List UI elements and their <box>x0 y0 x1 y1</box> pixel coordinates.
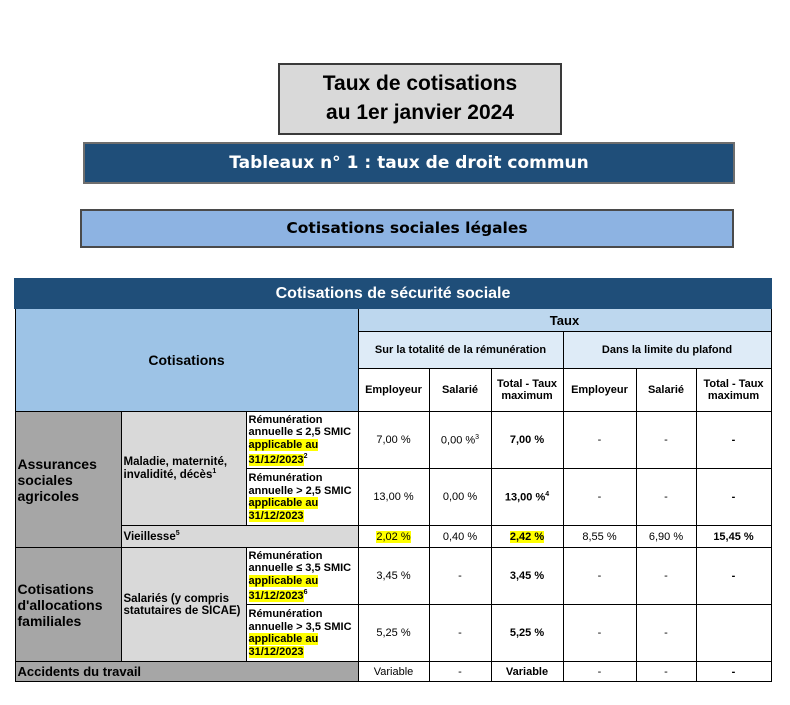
rate <box>695 604 772 662</box>
rate: 0,00 % <box>428 468 492 526</box>
rate: 0,00 %3 <box>428 411 492 469</box>
condition-text: Rémunération annuelle ≤ 3,5 SMIC <box>248 549 352 575</box>
title-box: Taux de cotisations au 1er janvier 2024 <box>278 63 562 135</box>
header-cell: Dans la limite du plafond <box>562 331 772 369</box>
table-title: Cotisations de sécurité sociale <box>14 278 772 309</box>
rate: - <box>635 468 697 526</box>
rate-text: 2,02 % <box>376 530 411 543</box>
rate: - <box>562 547 637 605</box>
rate: 6,90 % <box>635 525 697 548</box>
subgroup-label: Salariés (y compris statutaires de SICAE… <box>120 547 247 662</box>
footnote: 1 <box>212 468 217 476</box>
rate: 3,45 % <box>357 547 430 605</box>
row-label: Vieillesse5 <box>120 525 359 548</box>
rate-text: 13,00 % <box>504 491 546 504</box>
rate: - <box>695 661 772 682</box>
header-cell: Taux <box>357 307 772 332</box>
rate: 5,25 % <box>490 604 564 662</box>
rate: 7,00 % <box>490 411 564 469</box>
header-cell: Cotisations <box>14 307 359 412</box>
rate: - <box>428 547 492 605</box>
rate: - <box>428 661 492 682</box>
highlight: applicable au 31/12/2023 <box>248 633 319 658</box>
rate: - <box>635 547 697 605</box>
rate: - <box>635 604 697 662</box>
condition-text: Rémunération annuelle ≤ 2,5 SMIC <box>248 413 352 439</box>
footnote: 5 <box>175 530 180 538</box>
rate: 7,00 % <box>357 411 430 469</box>
header-cell: Employeur <box>562 368 637 412</box>
rate: - <box>695 547 772 605</box>
subgroup-label: Maladie, maternité, invalidité, décès1 <box>120 411 247 526</box>
footnote: 4 <box>545 490 550 498</box>
rate: - <box>695 468 772 526</box>
group-label: Cotisations d'allocations familiales <box>14 547 122 662</box>
rate: 2,02 % <box>357 525 430 548</box>
header-cell: Total - Taux maximum <box>490 368 564 412</box>
header-cell: Total - Taux maximum <box>695 368 772 412</box>
header-cell: Salarié <box>635 368 697 412</box>
rate: 3,45 % <box>490 547 564 605</box>
condition: Rémunération annuelle > 2,5 SMIC applica… <box>245 468 359 526</box>
subgroup-text: Maladie, maternité, invalidité, décès <box>123 456 228 481</box>
row-label-text: Vieillesse <box>123 530 176 543</box>
header-cell: Sur la totalité de la rémunération <box>357 331 564 369</box>
rate: Variable <box>357 661 430 682</box>
title-line: au 1er janvier 2024 <box>326 101 514 124</box>
highlight: applicable au 31/12/2023 <box>248 438 319 466</box>
section-title: Cotisations sociales légales <box>80 209 734 248</box>
rate: - <box>635 661 697 682</box>
rate: - <box>562 468 637 526</box>
rate: 0,40 % <box>428 525 492 548</box>
footnote: 6 <box>303 589 308 597</box>
highlight: applicable au 31/12/2023 <box>248 497 319 522</box>
rate: - <box>695 411 772 469</box>
highlight: applicable au 31/12/2023 <box>248 574 319 602</box>
rate-text: 0,00 % <box>440 434 476 447</box>
rate-text: 2,42 % <box>509 530 545 543</box>
condition: Rémunération annuelle ≤ 3,5 SMIC applica… <box>245 547 359 605</box>
rate: 13,00 % <box>357 468 430 526</box>
banner: Tableaux n° 1 : taux de droit commun <box>83 142 735 184</box>
row-label: Accidents du travail <box>14 661 359 682</box>
condition: Rémunération annuelle > 3,5 SMIC applica… <box>245 604 359 662</box>
header-cell: Employeur <box>357 368 430 412</box>
rate: Variable <box>490 661 564 682</box>
rate: 2,42 % <box>490 525 564 548</box>
footnote: 2 <box>303 453 308 461</box>
rate: - <box>562 661 637 682</box>
rate: - <box>562 604 637 662</box>
group-label: Assurances sociales agricoles <box>14 411 122 548</box>
rate: - <box>562 411 637 469</box>
rate: 5,25 % <box>357 604 430 662</box>
rate: 15,45 % <box>695 525 772 548</box>
condition-text: Rémunération annuelle > 3,5 SMIC <box>248 608 352 633</box>
header-cell: Salarié <box>428 368 492 412</box>
rate: 8,55 % <box>562 525 637 548</box>
title-line: Taux de cotisations <box>322 72 518 95</box>
condition-text: Rémunération annuelle > 2,5 SMIC <box>248 472 352 497</box>
rate: - <box>635 411 697 469</box>
rate: - <box>428 604 492 662</box>
footnote: 3 <box>475 433 480 441</box>
rates-table: Cotisations de sécurité sociale Cotisati… <box>14 278 772 682</box>
condition: Rémunération annuelle ≤ 2,5 SMIC applica… <box>245 411 359 469</box>
rate: 13,00 %4 <box>490 468 564 526</box>
